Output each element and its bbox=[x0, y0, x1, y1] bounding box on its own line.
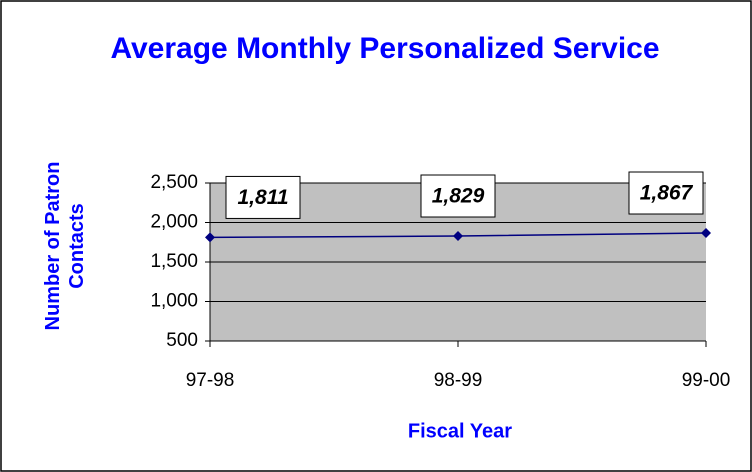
y-tick-label: 2,000 bbox=[150, 212, 198, 233]
data-label-box bbox=[628, 171, 704, 215]
x-tick-label: 97-98 bbox=[186, 370, 235, 391]
data-label-box bbox=[225, 175, 301, 219]
data-label-box bbox=[420, 174, 496, 218]
x-tick-label: 99-00 bbox=[682, 370, 731, 391]
y-tick-label: 1,000 bbox=[150, 291, 198, 312]
y-tick-label: 2,500 bbox=[150, 172, 198, 193]
chart-title: Average Monthly Personalized Service bbox=[110, 32, 660, 65]
data-point bbox=[701, 228, 711, 239]
y-axis-label: Number of Patron Contacts bbox=[42, 161, 88, 331]
data-point bbox=[453, 231, 463, 242]
data-point bbox=[205, 232, 215, 243]
data-label: 1,811 bbox=[238, 186, 289, 209]
y-tick-label: 500 bbox=[166, 330, 198, 351]
y-tick-label: 1,500 bbox=[150, 251, 198, 272]
x-tick-label: 98-99 bbox=[434, 370, 483, 391]
data-label: 1,829 bbox=[432, 185, 485, 208]
data-label: 1,867 bbox=[640, 182, 694, 205]
x-axis-label: Fiscal Year bbox=[408, 420, 512, 442]
